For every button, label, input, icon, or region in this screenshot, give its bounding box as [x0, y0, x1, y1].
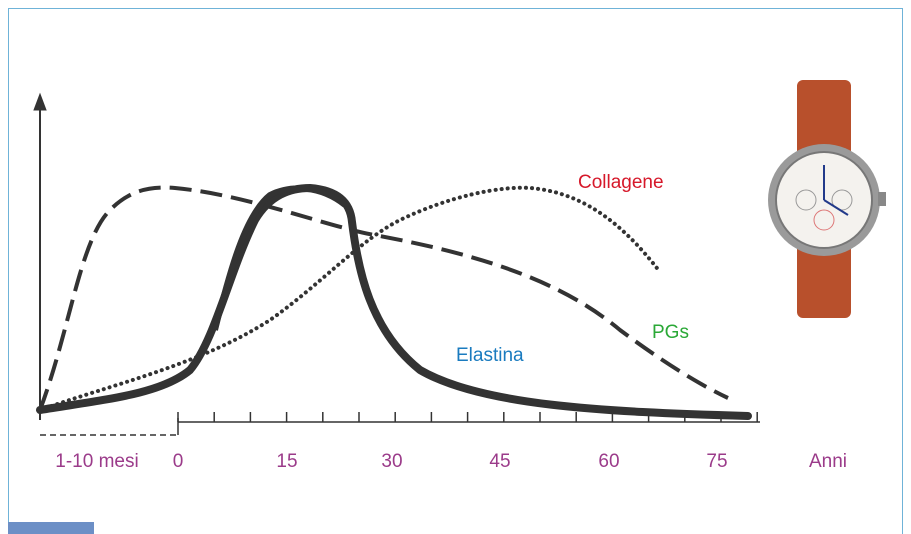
x-axis-label: 30 [381, 451, 402, 472]
x-axis-label: 60 [598, 451, 619, 472]
x-axis-labels: 1-10 mesi 0 15 30 45 60 75 Anni [55, 451, 847, 472]
frame [9, 9, 903, 534]
curve-label: PGs [652, 322, 689, 343]
elastin-curve [40, 188, 748, 416]
figure: Collagene PGs Elastina 1-10 mesi 0 15 30 45 6… [0, 0, 911, 534]
curve-label: Collagene [578, 172, 664, 193]
x-axis-label: 0 [173, 451, 184, 472]
x-axis-label: Anni [809, 451, 847, 472]
figure-tab [8, 522, 94, 534]
curve-label: Elastina [456, 345, 524, 366]
x-axis-label: 1-10 mesi [55, 451, 138, 472]
x-axis-label: 45 [489, 451, 510, 472]
x-axis-label: 15 [276, 451, 297, 472]
watch-illustration [768, 80, 886, 318]
axes [34, 94, 760, 435]
y-axis-arrow [34, 94, 46, 110]
x-axis-label: 75 [706, 451, 727, 472]
page: {"curve_labels": {"collagen": "Collagene… [0, 0, 911, 534]
